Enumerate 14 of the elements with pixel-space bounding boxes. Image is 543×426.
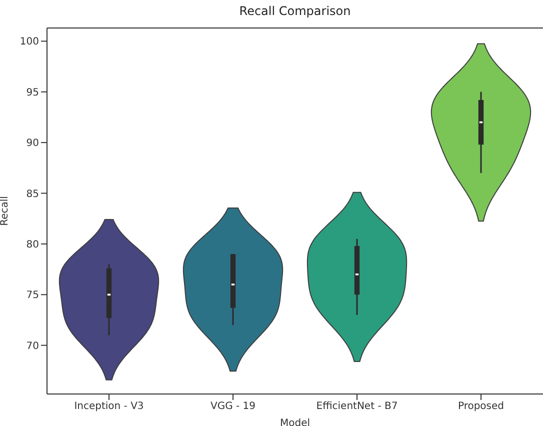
- y-tick-label: 75: [26, 290, 39, 302]
- y-tick-label: 100: [20, 36, 39, 48]
- y-tick-label: 90: [26, 138, 39, 150]
- x-axis-title: Model: [280, 418, 310, 426]
- x-tick-label: Inception - V3: [74, 401, 144, 412]
- x-tick-label: Proposed: [458, 401, 504, 412]
- chart-title: Recall Comparison: [238, 4, 352, 18]
- y-tick-label: 95: [26, 87, 39, 98]
- y-axis-title: Recall: [0, 196, 11, 226]
- y-tick-label: 70: [26, 340, 39, 352]
- x-tick-label: VGG - 19: [210, 401, 256, 412]
- y-tick-label: 85: [26, 188, 39, 200]
- y-tick-label: 80: [26, 240, 39, 250]
- x-tick-label: EfficientNet - B7: [316, 401, 398, 412]
